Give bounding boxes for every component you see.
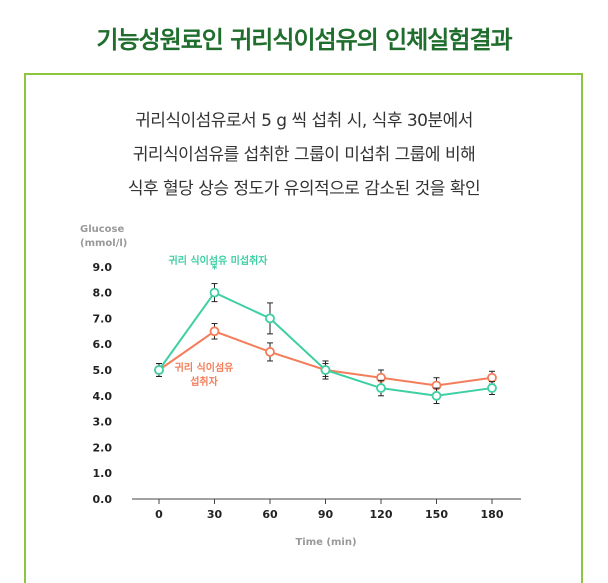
legend-intake-line-2: 섭취자 [190,375,218,388]
data-point-series-0 [209,287,220,298]
y-tick-label: 3.0 [93,416,113,429]
data-point-series-0 [487,383,497,393]
legend-non-intake: 귀리 식이섬유 미섭취자 [169,254,269,267]
y-tick-label: 7.0 [93,312,113,325]
y-tick-label: 4.0 [93,390,113,403]
chart-panel [24,73,583,583]
x-tick-label: 180 [481,508,504,521]
x-tick-label: 0 [155,508,163,521]
y-axis-label-line-1: Glucose [80,224,125,235]
description-line-2: 귀리식이섬유를 섭취한 그룹이 미섭취 그룹에 비해 [132,145,476,165]
description-line-3: 식후 혈당 상승 정도가 유의적으로 감소된 것을 확인 [127,179,481,199]
y-tick-label: 0.0 [93,493,113,506]
y-tick-label: 5.0 [93,364,113,377]
data-point-series-0 [376,383,386,393]
y-tick-label: 9.0 [93,261,113,274]
y-axis-label-line-2: (mmol/l) [80,238,127,249]
x-tick-label: 90 [318,508,334,521]
data-point-series-1 [209,326,220,337]
x-tick-label: 30 [207,508,223,521]
page-title: 기능성원료인 귀리식이섬유의 인체실험결과 [96,26,512,54]
y-tick-label: 1.0 [93,467,113,480]
data-point-series-0 [154,365,164,375]
data-point-series-0 [431,390,442,401]
x-tick-label: 60 [262,508,278,521]
glucose-line-chart: Glucose (mmol/l) Time (min) 귀리 식이섬유 미섭취자… [80,224,521,548]
data-point-series-1 [487,372,497,383]
legend-intake-line-1: 귀리 식이섬유 [175,361,234,374]
y-tick-label: 8.0 [93,287,113,300]
x-tick-label: 150 [425,508,448,521]
y-tick-label: 6.0 [93,338,113,351]
x-tick-label: 120 [370,508,393,521]
significance-marker: * [212,263,218,276]
y-tick-label: 2.0 [93,441,113,454]
description-line-1: 귀리식이섬유로서 5 g 씩 섭취 시, 식후 30분에서 [135,111,473,131]
data-point-series-0 [265,313,275,324]
data-point-series-0 [320,365,331,375]
data-point-series-1 [265,347,275,357]
x-axis-label: Time (min) [295,537,356,548]
